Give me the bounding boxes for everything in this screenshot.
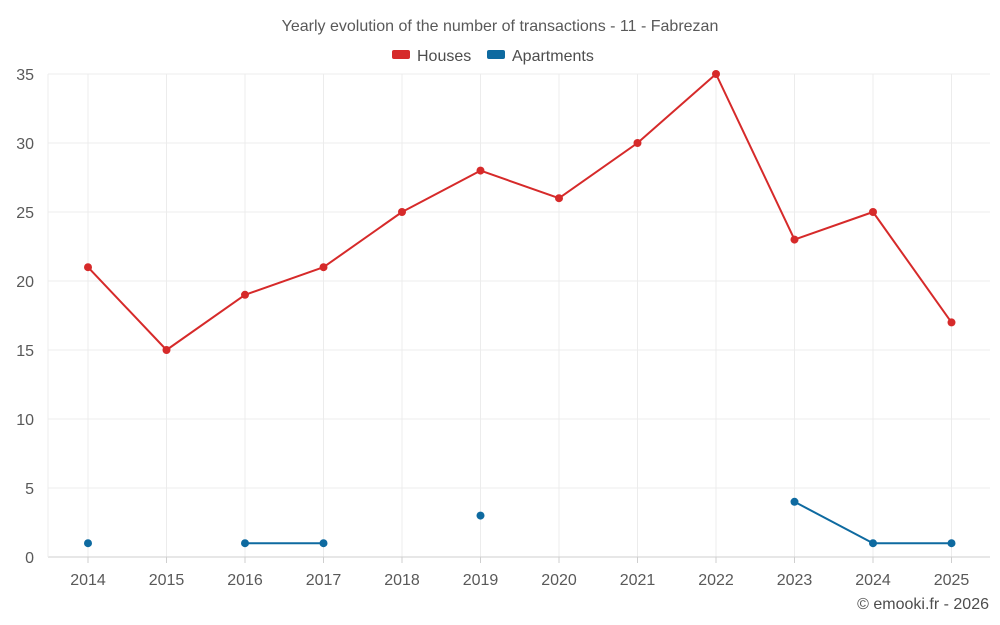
series-houses-segment <box>715 73 796 241</box>
data-point-apartments <box>790 497 799 506</box>
y-tick-label: 20 <box>16 274 34 291</box>
data-point-apartments <box>947 539 956 548</box>
data-point-houses <box>84 263 92 272</box>
legend-swatch-houses <box>392 50 410 59</box>
series-houses-segment <box>165 293 246 351</box>
data-point-houses <box>633 139 642 147</box>
data-point-apartments <box>84 539 92 548</box>
series <box>84 70 956 548</box>
x-tick-label: 2014 <box>70 572 106 589</box>
x-tick-label: 2021 <box>620 572 656 589</box>
series-apartments-segment <box>793 500 874 545</box>
data-point-houses <box>162 346 171 354</box>
series-houses-segment <box>636 73 717 144</box>
x-tick-label: 2018 <box>384 572 420 589</box>
y-tick-label: 35 <box>16 67 34 84</box>
x-tick-label: 2025 <box>934 572 970 589</box>
legend-item-apartments[interactable]: Apartments <box>487 48 594 65</box>
series-houses-segment <box>872 211 953 324</box>
x-tick-label: 2017 <box>306 572 342 589</box>
x-tick-label: 2023 <box>777 572 813 589</box>
y-tick-label: 5 <box>25 481 34 498</box>
y-tick-label: 15 <box>16 343 34 360</box>
copyright-footer: © emooki.fr - 2026 <box>857 596 989 613</box>
series-houses-segment <box>87 266 168 351</box>
legend: Houses Apartments <box>392 48 594 65</box>
data-point-houses <box>319 263 328 272</box>
x-tick-label: 2015 <box>149 572 185 589</box>
y-tick-label: 10 <box>16 412 34 429</box>
data-point-apartments <box>869 539 877 548</box>
series-houses-segment <box>244 266 325 296</box>
data-point-houses <box>947 318 956 327</box>
series-houses-segment <box>479 169 560 200</box>
legend-label-apartments: Apartments <box>512 48 594 65</box>
data-point-apartments <box>319 539 328 548</box>
series-apartments <box>84 497 956 548</box>
y-tick-label: 0 <box>25 550 34 567</box>
data-point-houses <box>869 208 877 216</box>
series-houses-segment <box>793 211 874 241</box>
data-point-houses <box>398 208 406 216</box>
x-tick-label: 2020 <box>541 572 577 589</box>
series-houses-segment <box>401 169 482 213</box>
x-tick-label: 2016 <box>227 572 263 589</box>
series-houses <box>84 70 956 354</box>
x-tick-label: 2019 <box>463 572 499 589</box>
data-point-apartments <box>241 539 249 548</box>
series-houses-segment <box>558 142 639 200</box>
data-point-houses <box>790 235 799 244</box>
data-point-houses <box>712 70 720 78</box>
x-tick-label: 2024 <box>855 572 891 589</box>
legend-label-houses: Houses <box>417 48 471 65</box>
legend-swatch-apartments <box>487 50 505 59</box>
y-tick-label: 25 <box>16 205 34 222</box>
data-point-houses <box>555 194 563 203</box>
legend-item-houses[interactable]: Houses <box>392 48 471 65</box>
grid <box>48 73 990 557</box>
chart-title: Yearly evolution of the number of transa… <box>282 18 719 35</box>
data-point-apartments <box>476 511 485 520</box>
data-point-houses <box>241 290 249 299</box>
series-houses-segment <box>322 211 403 269</box>
data-point-houses <box>476 166 485 175</box>
x-tick-label: 2022 <box>698 572 734 589</box>
y-tick-label: 30 <box>16 136 34 153</box>
